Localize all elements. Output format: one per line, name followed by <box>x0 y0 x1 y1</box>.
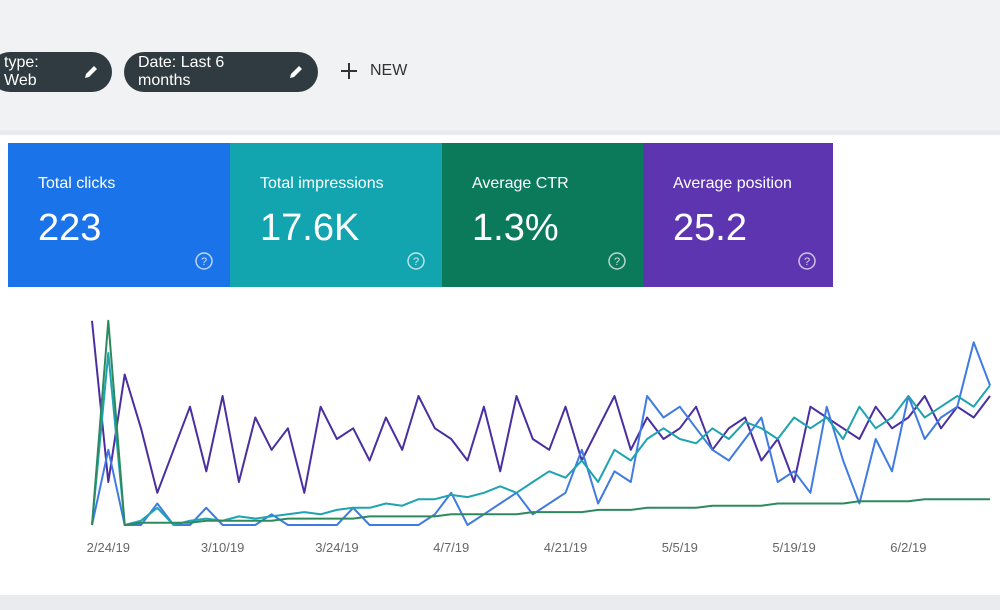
x-tick-label: 5/19/19 <box>772 540 815 555</box>
chip-label: Date: Last 6 months <box>138 54 225 89</box>
help-mark: ? <box>201 256 207 268</box>
metric-value: 17.6K <box>260 207 360 249</box>
metric-card[interactable]: Average CTR 1.3%? <box>442 143 643 287</box>
new-label: NEW <box>370 62 408 79</box>
chip-label: type: Web <box>4 54 39 89</box>
metric-value: 1.3% <box>472 207 559 249</box>
edit-icon <box>290 66 303 78</box>
series-line <box>91 319 990 526</box>
metric-label: Total clicks <box>38 175 116 192</box>
help-icon: ? <box>407 252 425 270</box>
plus-icon <box>341 63 357 79</box>
metric-card[interactable]: Total clicks 223? <box>8 143 230 287</box>
help-icon: ? <box>798 252 816 270</box>
x-tick-label: 3/24/19 <box>315 540 358 555</box>
metric-card[interactable]: Average position 25.2? <box>643 143 833 287</box>
x-tick-label: 6/2/19 <box>890 540 926 555</box>
new-button[interactable]: NEW <box>340 62 407 80</box>
metric-label: Average position <box>673 175 792 192</box>
performance-panel: Total clicks 223? Total impressions 17.6K? A… <box>0 135 1000 595</box>
metric-card[interactable]: Total impressions 17.6K? <box>230 143 442 287</box>
x-tick-label: 2/24/19 <box>87 540 130 555</box>
x-tick-label: 3/10/19 <box>201 540 244 555</box>
help-mark: ? <box>614 256 620 268</box>
help-icon: ? <box>195 252 213 270</box>
filter-chip[interactable]: type: Web <box>0 52 112 92</box>
metric-value: 25.2 <box>673 207 747 249</box>
series-line <box>91 341 991 526</box>
x-tick-label: 5/5/19 <box>662 540 698 555</box>
help-circle <box>798 252 816 270</box>
filter-chip[interactable]: Date: Last 6 months <box>124 52 318 92</box>
help-icon: ? <box>608 252 626 270</box>
help-circle <box>195 252 213 270</box>
edit-icon <box>84 66 97 78</box>
metric-value: 223 <box>38 207 102 249</box>
x-tick-label: 4/21/19 <box>544 540 587 555</box>
help-mark: ? <box>413 256 419 268</box>
series-line <box>91 320 991 494</box>
metric-label: Total impressions <box>260 175 384 192</box>
x-tick-label: 4/7/19 <box>433 540 469 555</box>
metric-label: Average CTR <box>472 175 569 192</box>
chart: 2/24/19 3/10/19 3/24/19 4/7/19 4/21/19 5/5/19… <box>87 319 991 555</box>
series-line <box>91 352 991 526</box>
help-circle <box>608 252 626 270</box>
toolbar: type: Web Date: Last 6 months NEW <box>0 0 1000 130</box>
help-circle <box>407 252 425 270</box>
help-mark: ? <box>804 256 810 268</box>
